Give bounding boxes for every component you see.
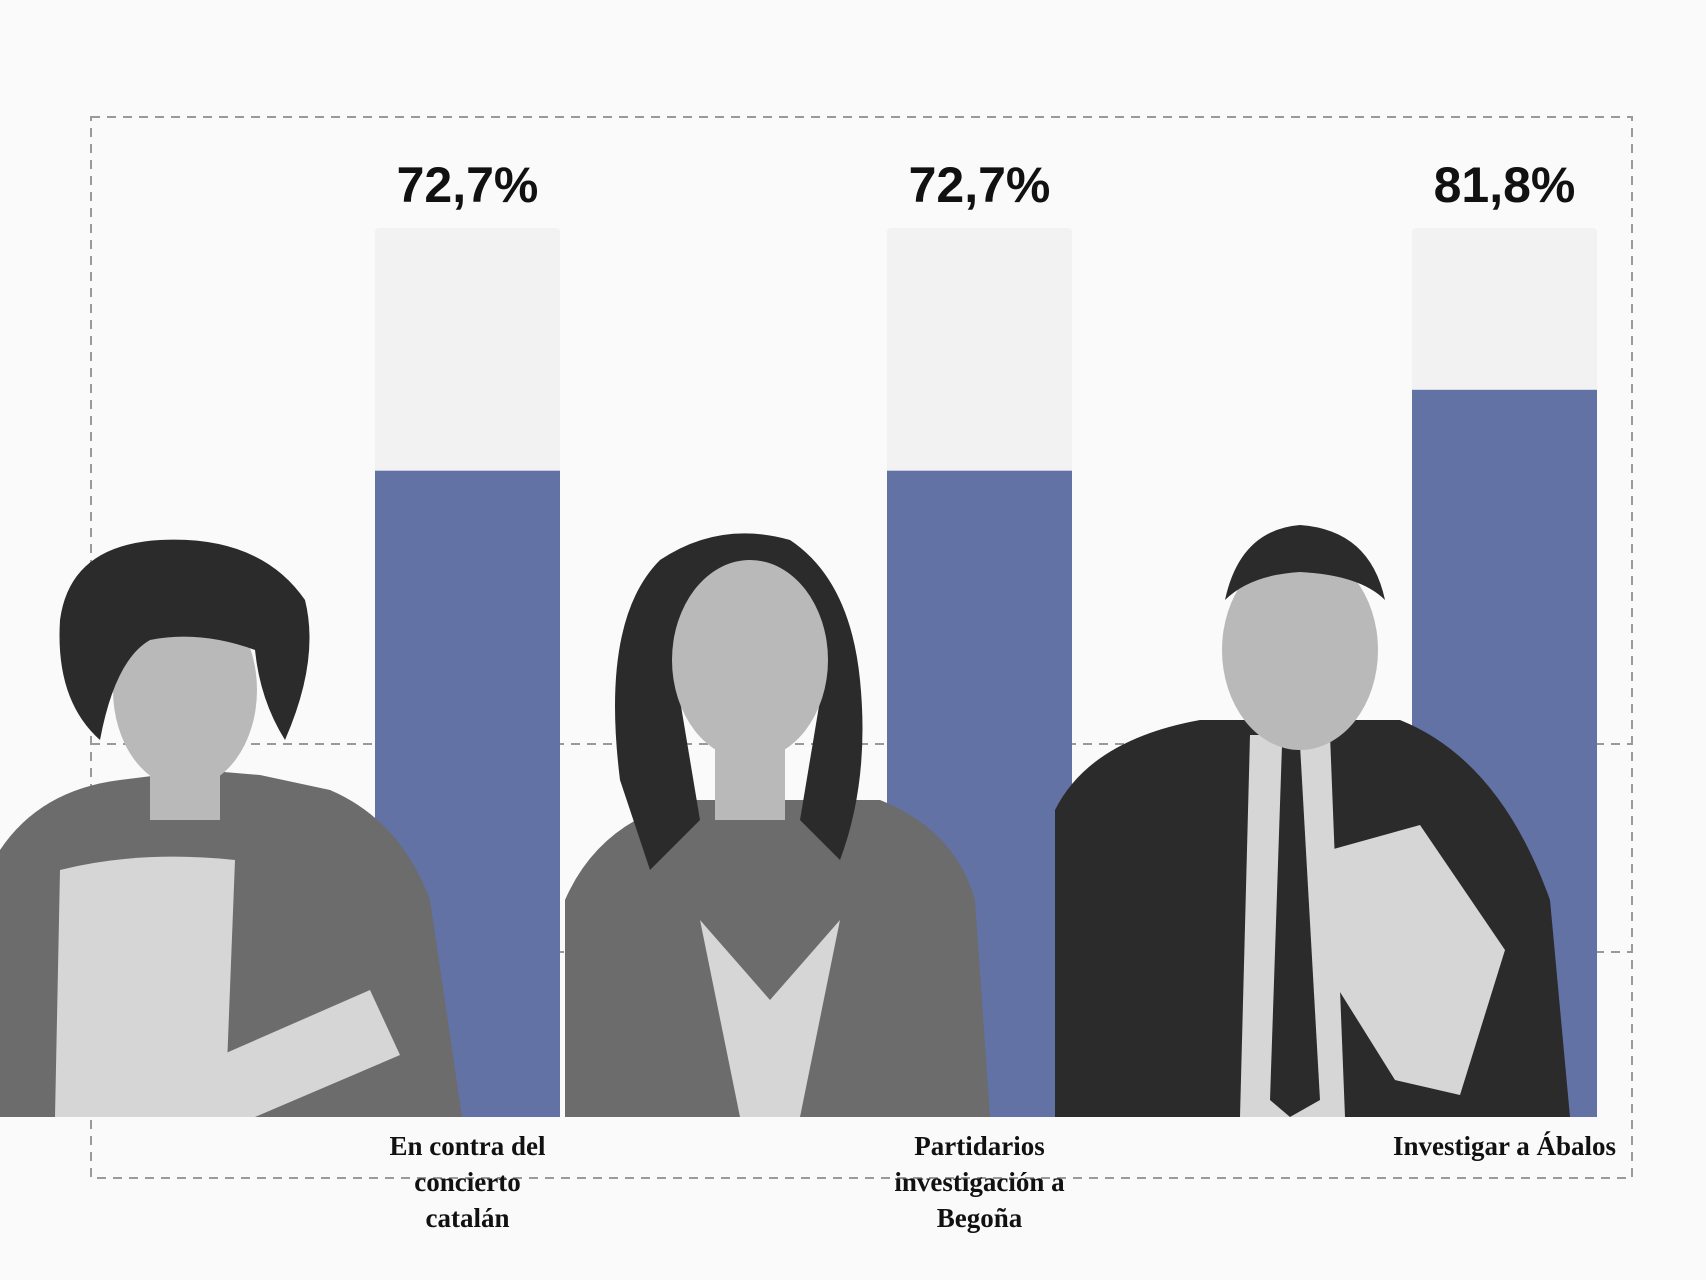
value-label-1: 72,7% [397, 157, 539, 213]
category-label-1-line-1: En contra del [389, 1131, 546, 1161]
woman-long-hair-photo [565, 533, 990, 1117]
value-labels: 72,7% 72,7% 81,8% [397, 157, 1576, 213]
category-label-3-line-1: Investigar a Ábalos [1393, 1131, 1616, 1161]
category-label-2-line-1: Partidarios [914, 1131, 1044, 1161]
category-label-1-line-3: catalán [426, 1203, 510, 1233]
photo-layer [0, 525, 1570, 1117]
value-label-3: 81,8% [1434, 157, 1576, 213]
category-label-2-line-2: investigación a [894, 1167, 1065, 1197]
category-label-2-line-3: Begoña [937, 1203, 1023, 1233]
category-labels: En contra del concierto catalán Partidarios… [389, 1131, 1616, 1233]
category-label-1-line-2: concierto [414, 1167, 520, 1197]
man-suit-photo [1055, 525, 1570, 1117]
value-label-2: 72,7% [909, 157, 1051, 213]
woman-curly-hair-photo [0, 539, 462, 1117]
